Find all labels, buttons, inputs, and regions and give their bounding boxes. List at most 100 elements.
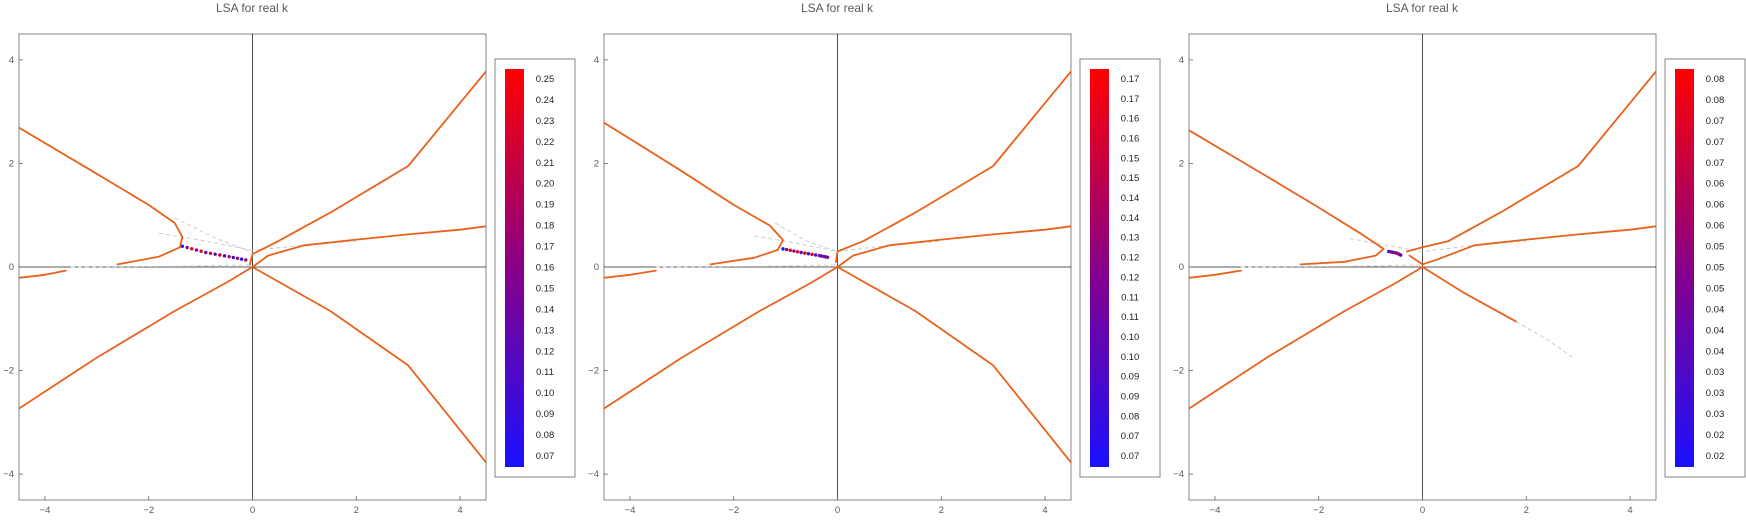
- y-tick-label: 2: [594, 158, 599, 169]
- colorbar-tick-label: 0.25: [536, 74, 555, 85]
- colorbar-tick-label: 0.05: [1706, 263, 1725, 274]
- colorbar-tick-label: 0.18: [536, 221, 555, 232]
- dashed-branch-6: [655, 264, 838, 268]
- y-tick-label: 2: [9, 158, 14, 169]
- y-tick-label: 2: [1179, 158, 1184, 169]
- y-tick-label: −2: [3, 366, 14, 377]
- y-tick-label: 0: [1179, 262, 1184, 273]
- unstable-point: [792, 249, 796, 253]
- y-tick-label: −4: [3, 469, 14, 480]
- solid-branch-3: [1421, 266, 1517, 323]
- x-tick-label: 4: [457, 505, 462, 516]
- colorbar-tick-label: 0.16: [1121, 134, 1140, 145]
- x-tick-label: 0: [1420, 505, 1425, 516]
- solid-branch-3: [251, 266, 486, 464]
- x-tick-label: 2: [354, 505, 359, 516]
- unstable-point: [204, 250, 208, 255]
- chart-title: LSA for real k: [1386, 1, 1459, 15]
- unstable-point: [180, 244, 185, 248]
- unstable-point: [788, 248, 792, 253]
- colorbar-tick-label: 0.12: [1121, 253, 1140, 264]
- colorbar-tick-label: 0.17: [536, 242, 555, 253]
- colorbar-tick-label: 0.24: [536, 95, 555, 106]
- solid-branch-1: [19, 269, 67, 279]
- colorbar-tick-label: 0.02: [1706, 451, 1725, 462]
- unstable-point: [244, 258, 248, 262]
- unstable-point: [784, 247, 789, 252]
- dashed-branch-6: [70, 264, 253, 268]
- colorbar-tick-label: 0.05: [1706, 283, 1725, 294]
- y-tick-label: −4: [1173, 469, 1184, 480]
- unstable-point: [795, 250, 800, 254]
- solid-branch-0: [1189, 129, 1385, 266]
- unstable-point: [199, 249, 203, 253]
- dashed-branch-7: [1515, 320, 1574, 359]
- y-tick-label: 4: [1179, 55, 1184, 66]
- x-tick-label: 4: [1627, 505, 1632, 516]
- colorbar-tick-label: 0.07: [1706, 158, 1725, 169]
- unstable-point: [810, 252, 814, 257]
- colorbar-tick-label: 0.14: [536, 304, 555, 315]
- colorbar-tick-label: 0.21: [536, 158, 555, 169]
- colorbar-tick-label: 0.15: [1121, 153, 1140, 164]
- colorbar-tick-label: 0.11: [536, 367, 554, 378]
- colorbar-tick-label: 0.08: [1706, 74, 1725, 85]
- colorbar-tick-label: 0.03: [1706, 388, 1725, 399]
- chart-panel-2: LSA for real k −4 −2 0 2 4 −4 −2 0 2 4 0.17 0.17 0.16…: [588, 1, 1161, 516]
- x-tick-label: −2: [728, 505, 739, 516]
- unstable-point: [239, 257, 244, 261]
- colorbar-tick-label: 0.12: [536, 346, 555, 357]
- dashed-branch-8: [174, 217, 253, 253]
- unstable-point: [806, 252, 811, 256]
- y-tick-label: −4: [588, 469, 599, 480]
- x-tick-label: 2: [1524, 505, 1529, 516]
- series-group: [19, 70, 486, 464]
- colorbar-tick-label: 0.11: [1121, 312, 1139, 323]
- unstable-point: [227, 254, 231, 259]
- colorbar-tick-label: 0.03: [1706, 367, 1725, 378]
- colorbar-tick-label: 0.02: [1706, 430, 1725, 441]
- colorbar-tick-label: 0.08: [1121, 411, 1140, 422]
- series-group: [1189, 70, 1656, 410]
- solid-branch-4: [249, 70, 486, 266]
- solid-branch-4: [1406, 70, 1656, 253]
- colorbar-tick-label: 0.05: [1706, 242, 1725, 253]
- unstable-point: [190, 247, 194, 251]
- y-tick-label: 4: [594, 55, 599, 66]
- colorbar-tick-label: 0.12: [1121, 272, 1140, 283]
- colorbar-tick-label: 0.04: [1706, 304, 1725, 315]
- solid-branch-4: [835, 70, 1071, 263]
- colorbar: [505, 69, 524, 467]
- unstable-point: [781, 247, 785, 251]
- y-tick-label: −2: [1173, 366, 1184, 377]
- colorbar: [1090, 69, 1109, 467]
- colorbar-tick-label: 0.07: [1706, 137, 1725, 148]
- solid-branch-2: [1189, 266, 1424, 410]
- chart-panel-3: LSA for real k −4 −2 0 2 4 −4 −2 0 2 4 0.08 0.08 0.07…: [1173, 1, 1746, 516]
- colorbar-tick-label: 0.16: [1121, 114, 1140, 125]
- unstable-point: [803, 251, 807, 255]
- colorbar-tick-label: 0.07: [1121, 451, 1140, 462]
- solid-branch-2: [604, 266, 839, 410]
- unstable-point: [814, 253, 818, 257]
- dashed-branch-8: [774, 222, 838, 252]
- chart-panel-1: LSA for real k −4 −2 0 2 4 −4 −2 0 2 4 0.25 0.24 0.23…: [3, 1, 576, 516]
- y-tick-label: 4: [9, 55, 14, 66]
- x-tick-label: −4: [1210, 505, 1221, 516]
- colorbar-tick-label: 0.07: [536, 451, 555, 462]
- colorbar-tick-label: 0.10: [1121, 332, 1140, 343]
- x-tick-label: 2: [939, 505, 944, 516]
- colorbar-tick-label: 0.04: [1706, 346, 1725, 357]
- colorbar-tick-label: 0.10: [1121, 352, 1140, 363]
- unstable-point: [825, 255, 830, 259]
- solid-branch-1: [1189, 269, 1242, 279]
- colorbar-tick-label: 0.08: [1706, 95, 1725, 106]
- colorbar-tick-label: 0.11: [1121, 292, 1139, 303]
- x-tick-label: 0: [250, 505, 255, 516]
- solid-branch-5: [1408, 225, 1656, 266]
- x-tick-label: −2: [143, 505, 154, 516]
- colorbar-tick-label: 0.04: [1706, 325, 1725, 336]
- unstable-point: [235, 256, 240, 261]
- colorbar-tick-label: 0.15: [1121, 173, 1140, 184]
